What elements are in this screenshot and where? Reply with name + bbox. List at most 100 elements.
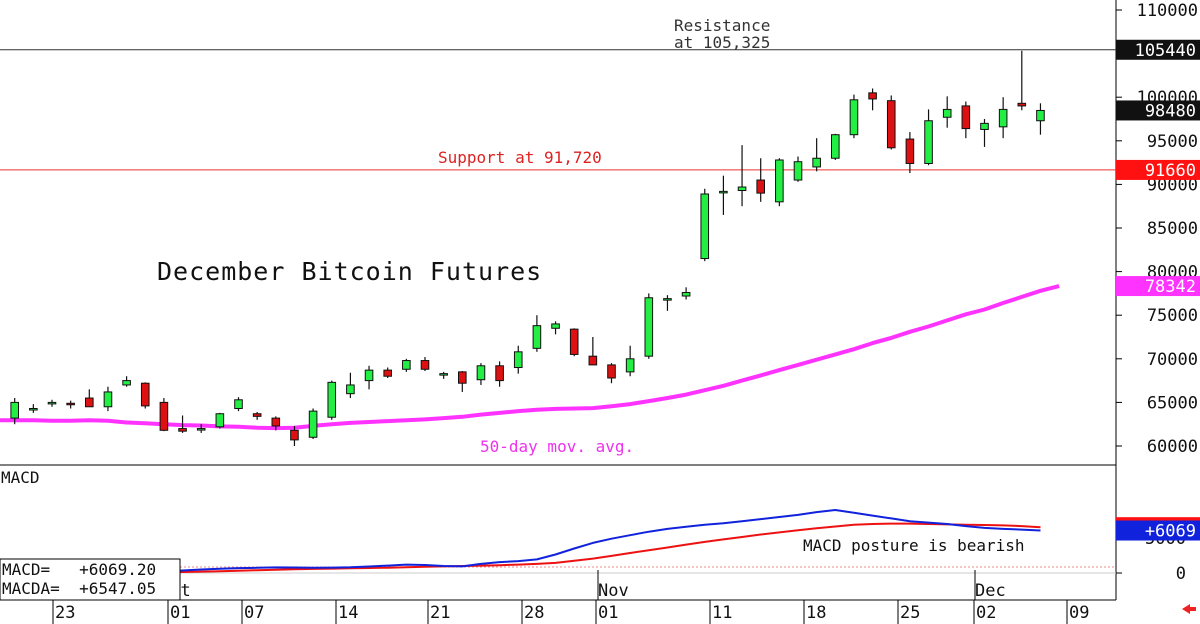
candle-body: [178, 428, 187, 432]
candle: [402, 358, 411, 372]
price-tag: 105440: [1116, 39, 1200, 61]
candle: [196, 424, 206, 433]
scroll-left-arrow-icon[interactable]: [1182, 604, 1196, 614]
resistance-label-line1: Resistance: [674, 16, 770, 35]
candle-body: [85, 397, 94, 408]
candle: [215, 412, 225, 429]
candle-body: [66, 402, 75, 406]
candle-body: [719, 190, 728, 194]
date-label: 07: [244, 603, 264, 623]
candle-body: [532, 325, 542, 349]
candle-body: [998, 108, 1008, 128]
price-tick-label: 90000: [1147, 175, 1198, 195]
candle: [85, 389, 94, 408]
candle-body: [327, 381, 337, 418]
candle-body: [234, 399, 243, 410]
macd-readout-box: MACD= +6069.20 MACDA= +6547.05: [0, 558, 181, 601]
price-tag-text: 105440: [1135, 41, 1196, 61]
price-tag-bg: [1116, 159, 1200, 180]
candle-body: [588, 355, 598, 366]
candle-body: [513, 351, 523, 369]
candle-body: [420, 360, 430, 370]
candlesticks: [10, 50, 1045, 446]
candle-body: [812, 157, 821, 168]
candle: [159, 398, 169, 432]
candle-body: [346, 384, 355, 395]
candle-body: [942, 108, 952, 118]
candle-body: [458, 371, 467, 384]
candle: [420, 357, 430, 372]
date-label: 02: [976, 603, 996, 623]
candle-body: [644, 297, 654, 357]
date-label: 28: [524, 603, 544, 623]
moving-average-line: [0, 284, 1060, 431]
candle: [756, 158, 766, 202]
candle: [737, 145, 747, 207]
date-label: 14: [338, 603, 358, 623]
candle: [439, 371, 448, 379]
candle: [700, 188, 710, 262]
candle: [569, 328, 579, 357]
candle-body: [103, 391, 113, 408]
candle: [122, 376, 131, 387]
price-tick-label: 60000: [1147, 437, 1198, 457]
candle: [719, 175, 728, 215]
candle-body: [439, 373, 448, 376]
date-label: 09: [1069, 603, 1089, 623]
candle-body: [868, 92, 877, 100]
candle: [1036, 103, 1045, 135]
moving-average-label: 50-day mov. avg.: [480, 437, 634, 456]
candle: [178, 415, 187, 433]
macd-tag-bg: [1116, 520, 1200, 541]
candle: [1017, 50, 1027, 111]
candle-body: [607, 364, 616, 379]
candle: [849, 94, 859, 139]
candle-body: [383, 369, 392, 377]
candle: [103, 386, 113, 412]
candle: [290, 425, 299, 446]
candle-body: [364, 369, 374, 382]
candle-body: [402, 360, 411, 370]
candle-body: [681, 292, 691, 297]
chart-title: December Bitcoin Futures: [157, 257, 542, 286]
macda-readout: MACDA= +6547.05: [2, 579, 156, 598]
moving-average-layer: [0, 284, 1060, 431]
candle: [47, 399, 57, 407]
candle-body: [849, 99, 859, 136]
candle: [476, 363, 486, 385]
candle: [998, 97, 1008, 139]
candle: [10, 398, 19, 425]
chart-frame: [0, 0, 1117, 601]
price-tag-text: 91660: [1145, 161, 1196, 181]
price-tick-label: 70000: [1147, 350, 1198, 370]
support-resistance-lines: [0, 49, 1116, 171]
candle: [924, 109, 933, 166]
date-axis: 230107142128011118250209OctNovDec: [52, 570, 1089, 624]
candle: [681, 287, 691, 300]
macd-tag: +6069: [1116, 520, 1200, 542]
date-label: 21: [430, 603, 450, 623]
macd-panel-title: MACD: [1, 468, 40, 487]
price-axis: 6000065000700007500080000850009000095000…: [1116, 1, 1198, 457]
candle-body: [290, 429, 299, 441]
candle: [252, 411, 262, 420]
candle: [588, 337, 598, 366]
price-tag-bg: [1116, 276, 1200, 297]
candle-body: [551, 323, 560, 329]
candle-body: [831, 134, 840, 159]
month-label: Nov: [598, 581, 629, 601]
candle: [812, 138, 821, 172]
price-tick-label: 85000: [1147, 219, 1198, 239]
date-label: 23: [55, 603, 75, 623]
macda-signal-line: [14, 522, 1041, 574]
price-tick-label: 110000: [1137, 1, 1198, 21]
candle-body: [252, 413, 262, 417]
candle-body: [775, 159, 784, 203]
support-label: Support at 91,720: [438, 148, 602, 167]
candle-body: [756, 179, 766, 194]
candle-body: [47, 401, 57, 405]
candle: [868, 88, 877, 111]
macd-tag-text: +6069: [1145, 522, 1196, 542]
price-tag-text: 78342: [1145, 277, 1196, 297]
